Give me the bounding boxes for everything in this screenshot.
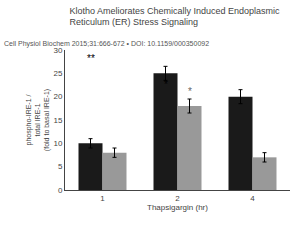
svg-text:25: 25 — [53, 69, 62, 78]
svg-text:0: 0 — [58, 186, 63, 195]
svg-text:Thapsigargin (hr): Thapsigargin (hr) — [147, 203, 208, 212]
svg-text:4: 4 — [250, 194, 255, 203]
svg-text:15: 15 — [53, 116, 62, 125]
svg-text:**: ** — [87, 53, 95, 64]
svg-text:5: 5 — [58, 162, 63, 171]
svg-text:10: 10 — [53, 139, 62, 148]
svg-text:Cell Physiol Biochem 2015;31:6: Cell Physiol Biochem 2015;31:666-672 • D… — [4, 40, 209, 48]
svg-text:phospho-IRE-1 /total IRE-1(fol: phospho-IRE-1 /total IRE-1(fold to basal… — [25, 89, 51, 151]
svg-text:1: 1 — [100, 194, 105, 203]
svg-text:2: 2 — [175, 194, 180, 203]
svg-text:30: 30 — [53, 46, 62, 55]
svg-text:*: * — [188, 86, 192, 97]
svg-text:20: 20 — [53, 92, 62, 101]
svg-text:*: * — [164, 79, 168, 90]
svg-text:Klotho Ameliorates Chemically: Klotho Ameliorates Chemically Induced En… — [70, 6, 281, 28]
